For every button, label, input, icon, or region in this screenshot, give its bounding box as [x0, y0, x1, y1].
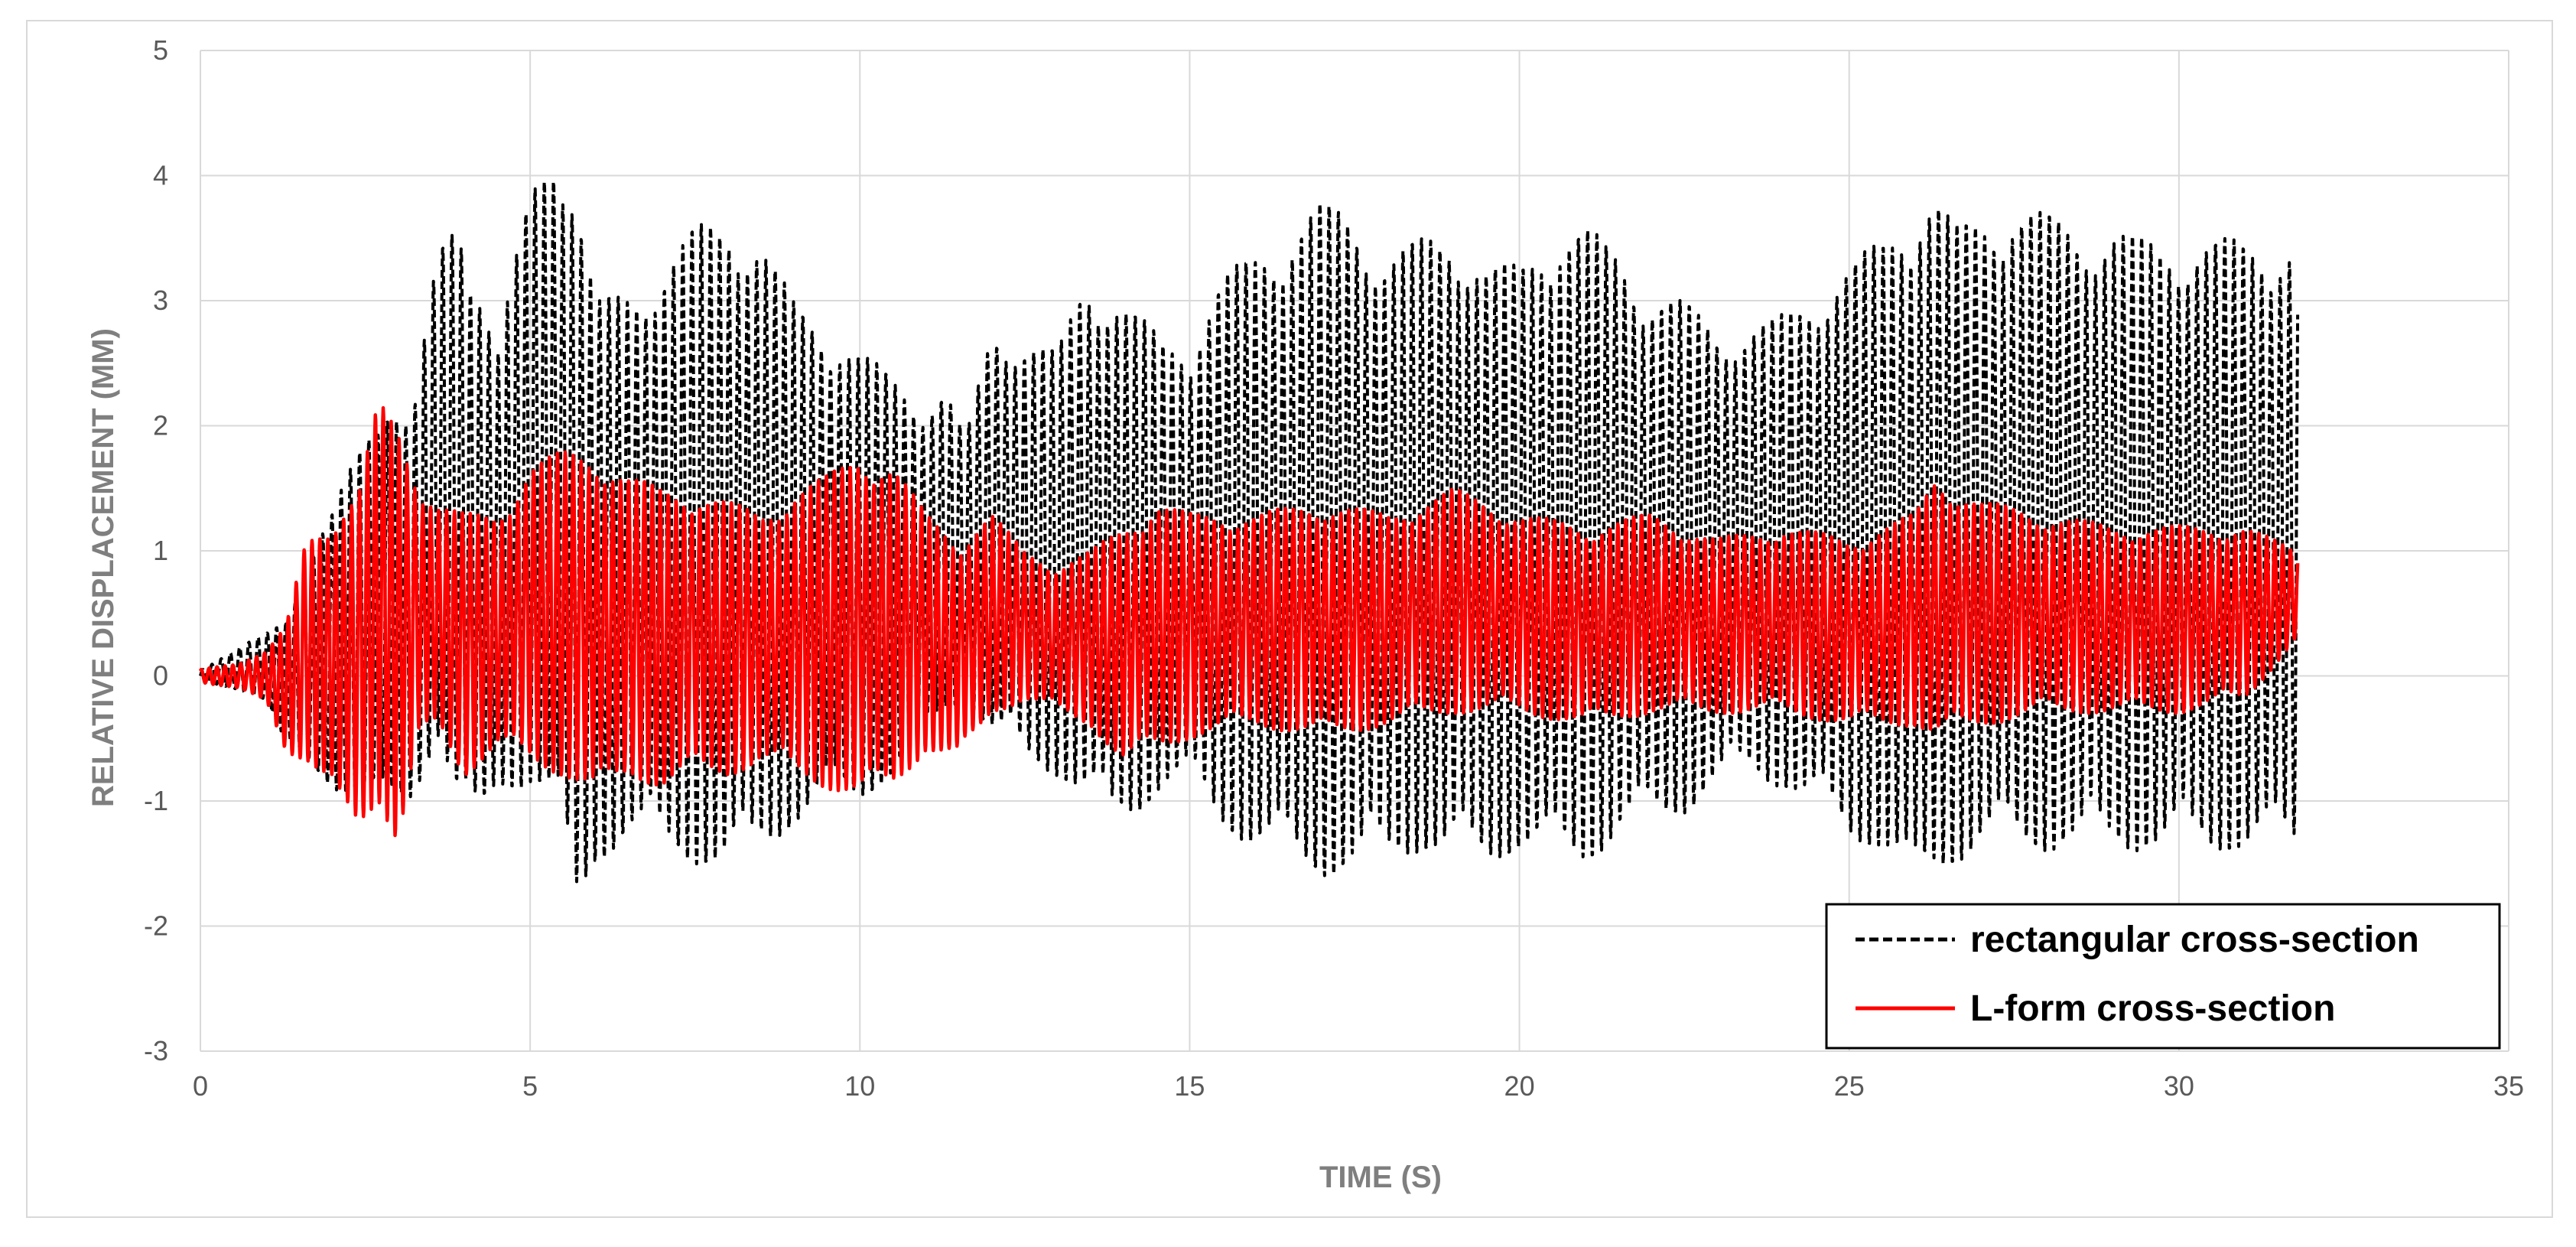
y-tick-label: 4 — [153, 160, 168, 191]
x-tick-labels: 0 5 10 15 20 25 30 35 — [193, 1070, 2524, 1102]
x-tick-label: 25 — [1834, 1070, 1865, 1102]
x-tick-label: 35 — [2493, 1070, 2524, 1102]
y-tick-label: -3 — [144, 1035, 168, 1066]
y-tick-label: 3 — [153, 285, 168, 316]
y-tick-labels: -3 -2 -1 0 1 2 3 4 5 — [144, 34, 168, 1066]
series-line-lform — [198, 405, 2300, 838]
y-tick-label: 2 — [153, 410, 168, 441]
x-tick-label: 15 — [1174, 1070, 1205, 1102]
y-tick-label: -2 — [144, 910, 168, 942]
y-axis-title: RELATIVE DISPLACEMENT (MM) — [86, 328, 120, 807]
series-line-rectangular — [199, 180, 2300, 884]
y-tick-label: -1 — [144, 785, 168, 816]
y-tick-label: 0 — [153, 660, 168, 692]
chart-frame: 0 5 10 15 20 25 30 35 -3 -2 -1 0 1 2 3 4 5 TIME (S) REL… — [26, 20, 2553, 1218]
x-tick-label: 10 — [844, 1070, 875, 1102]
y-tick-label: 5 — [153, 34, 168, 66]
legend-label-lform: L-form cross-section — [1970, 988, 2335, 1029]
x-axis-title: TIME (S) — [1319, 1161, 1442, 1194]
legend-box — [1825, 903, 2501, 1050]
line-chart: 0 5 10 15 20 25 30 35 -3 -2 -1 0 1 2 3 4 5 TIME (S) REL… — [86, 34, 2524, 1194]
y-tick-label: 1 — [153, 535, 168, 566]
legend: rectangular cross-section L-form cross-s… — [1825, 903, 2501, 1050]
x-tick-label: 0 — [193, 1070, 208, 1102]
x-tick-label: 5 — [522, 1070, 538, 1102]
x-tick-label: 20 — [1504, 1070, 1535, 1102]
series-layer — [198, 180, 2300, 884]
x-tick-label: 30 — [2164, 1070, 2194, 1102]
legend-label-rectangular: rectangular cross-section — [1970, 920, 2419, 960]
